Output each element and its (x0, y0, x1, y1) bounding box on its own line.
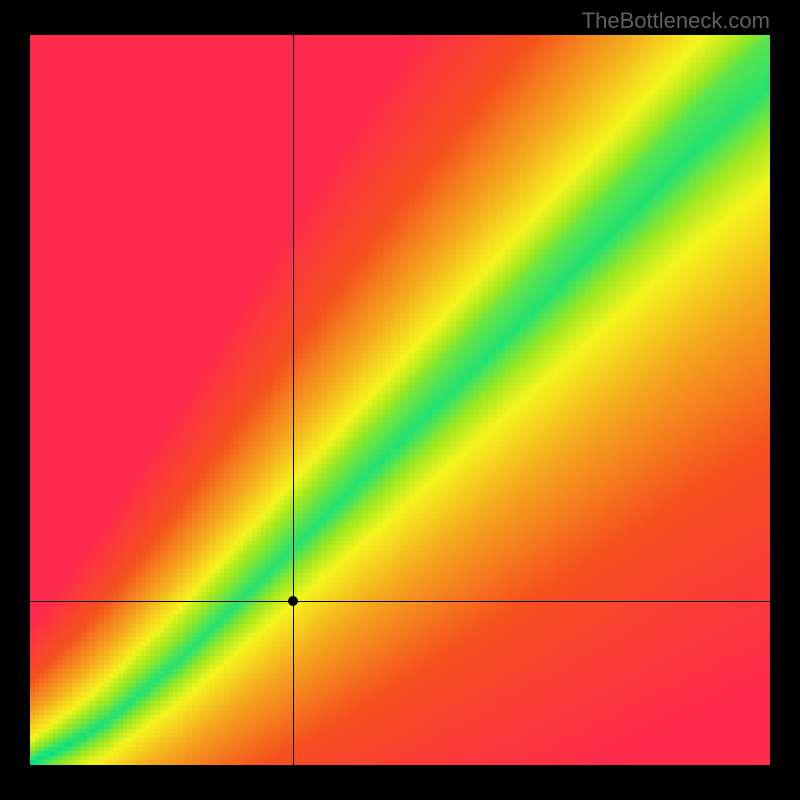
crosshair-marker-dot (288, 596, 298, 606)
heatmap-plot-area (30, 35, 770, 765)
crosshair-vertical-line (293, 35, 294, 765)
crosshair-horizontal-line (30, 601, 770, 602)
heatmap-canvas (30, 35, 770, 765)
watermark-text: TheBottleneck.com (582, 8, 770, 34)
